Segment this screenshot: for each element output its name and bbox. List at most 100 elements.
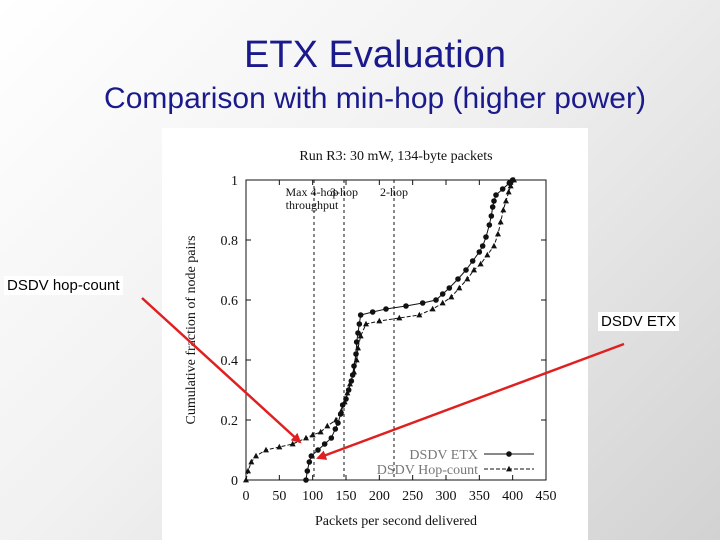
series-point-dsdv-hopcount <box>324 422 331 429</box>
series-point-dsdv-hopcount <box>245 467 251 474</box>
series-point-dsdv-etx <box>469 258 476 264</box>
legend-label: DSDV ETX <box>409 448 478 463</box>
y-tick-label: 1 <box>231 174 238 189</box>
series-point-dsdv-hopcount <box>456 284 463 291</box>
series-point-dsdv-etx <box>328 435 335 441</box>
x-tick-label: 150 <box>336 489 357 504</box>
series-point-dsdv-hopcount <box>500 206 507 213</box>
x-tick-label: 350 <box>469 489 490 504</box>
series-point-dsdv-hopcount <box>263 446 269 453</box>
series-point-dsdv-hopcount <box>464 275 471 282</box>
series-point-dsdv-etx <box>308 453 315 459</box>
series-point-dsdv-etx <box>483 234 489 240</box>
series-point-dsdv-hopcount <box>448 293 455 300</box>
y-tick-label: 0.8 <box>221 234 239 249</box>
x-tick-label: 450 <box>536 489 557 504</box>
series-point-dsdv-hopcount <box>497 218 504 225</box>
series-point-dsdv-etx <box>303 477 309 483</box>
series-point-dsdv-hopcount <box>248 458 255 465</box>
series-point-dsdv-etx <box>479 243 486 249</box>
series-point-dsdv-hopcount <box>243 476 249 483</box>
series-point-dsdv-hopcount <box>439 299 446 306</box>
series-point-dsdv-etx <box>491 198 497 204</box>
y-axis-label: Cumulative fraction of node pairs <box>184 236 199 425</box>
y-tick-label: 0.2 <box>221 414 239 429</box>
y-tick-label: 0 <box>231 474 238 489</box>
cdf-chart: Run R3: 30 mW, 134-byte packets 0 50 100 15… <box>184 149 557 529</box>
legend-label: DSDV Hop-count <box>377 463 478 478</box>
series-point-dsdv-hopcount <box>505 188 512 195</box>
series-line-dsdv-etx <box>305 179 514 481</box>
series-point-dsdv-hopcount <box>484 251 491 258</box>
series-point-dsdv-hopcount <box>363 320 369 327</box>
series-point-dsdv-hopcount <box>253 452 259 459</box>
series-point-dsdv-hopcount <box>396 314 403 321</box>
y-tick-label: 0.6 <box>221 294 239 309</box>
series-point-dsdv-etx <box>499 186 506 192</box>
series-point-dsdv-etx <box>306 459 313 465</box>
series-point-dsdv-etx <box>355 330 361 336</box>
series-point-dsdv-hopcount <box>491 242 497 249</box>
series-point-dsdv-etx <box>356 321 363 327</box>
plot-frame <box>245 179 547 481</box>
slide-title: ETX Evaluation <box>244 34 506 76</box>
series-point-dsdv-hopcount <box>276 443 283 450</box>
series-point-dsdv-hopcount <box>477 260 484 267</box>
series-point-dsdv-etx <box>489 204 496 210</box>
series-point-dsdv-etx <box>403 303 409 309</box>
series-point-dsdv-hopcount <box>503 197 509 204</box>
series-point-dsdv-hopcount <box>416 311 423 318</box>
series-point-dsdv-etx <box>476 249 483 255</box>
x-tick-label: 300 <box>436 489 457 504</box>
reference-line-label: 2-hop <box>380 185 408 199</box>
series-point-dsdv-etx <box>446 285 453 291</box>
series-point-dsdv-hopcount <box>333 416 339 423</box>
series-point-dsdv-etx <box>369 309 376 315</box>
chart-figure: Run R3: 30 mW, 134-byte packets 0 50 100 15… <box>162 128 588 540</box>
series-point-dsdv-etx <box>383 306 389 312</box>
series-point-dsdv-etx <box>463 267 469 273</box>
series-point-dsdv-etx <box>419 300 426 306</box>
series-point-dsdv-hopcount <box>507 182 514 189</box>
legend-swatch-marker <box>506 451 512 457</box>
slide-subtitle: Comparison with min-hop (higher power) <box>104 82 646 115</box>
hopcount-callout: DSDV hop-count <box>4 276 123 295</box>
x-tick-label: 0 <box>243 489 250 504</box>
series-point-dsdv-etx <box>332 426 339 432</box>
series-point-dsdv-hopcount <box>357 332 364 339</box>
series-point-dsdv-etx <box>493 192 499 198</box>
series-point-dsdv-etx <box>315 447 321 453</box>
series-point-dsdv-hopcount <box>511 176 517 183</box>
series-line-dsdv-hopcount <box>245 179 515 481</box>
series-point-dsdv-etx <box>455 276 461 282</box>
series-point-dsdv-etx <box>433 297 439 303</box>
series-point-dsdv-etx <box>486 222 493 228</box>
series-point-dsdv-hopcount <box>429 305 436 312</box>
series-point-dsdv-etx <box>488 213 495 219</box>
reference-line-label: 3-hop <box>330 185 358 199</box>
x-tick-label: 100 <box>302 489 323 504</box>
series-point-dsdv-etx <box>439 291 446 297</box>
x-tick-label: 400 <box>502 489 523 504</box>
chart-title: Run R3: 30 mW, 134-byte packets <box>299 149 492 164</box>
series-point-dsdv-hopcount <box>495 230 501 237</box>
series-point-dsdv-hopcount <box>338 407 345 414</box>
series-point-dsdv-hopcount <box>351 368 357 375</box>
series-point-dsdv-etx <box>321 441 328 447</box>
y-tick-label: 0.4 <box>221 354 239 369</box>
x-tick-label: 250 <box>402 489 423 504</box>
series-point-dsdv-etx <box>304 468 311 474</box>
legend-swatch-marker <box>506 465 512 472</box>
series-point-dsdv-etx <box>357 312 364 318</box>
series-point-dsdv-hopcount <box>303 434 309 441</box>
reference-line-label: Max 4-hop <box>286 185 339 199</box>
series-point-dsdv-hopcount <box>471 266 477 273</box>
x-tick-label: 200 <box>369 489 390 504</box>
etx-callout: DSDV ETX <box>598 312 680 331</box>
x-tick-label: 50 <box>272 489 286 504</box>
series-point-dsdv-hopcount <box>376 317 383 324</box>
reference-line-label: throughput <box>286 198 339 212</box>
x-axis-label: Packets per second delivered <box>315 514 477 529</box>
series-point-dsdv-hopcount <box>289 440 296 447</box>
series-point-dsdv-hopcount <box>309 431 316 438</box>
